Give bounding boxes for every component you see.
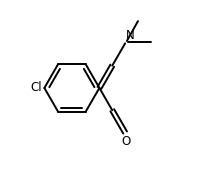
Text: Cl: Cl xyxy=(31,81,42,94)
Text: N: N xyxy=(126,29,135,42)
Text: O: O xyxy=(121,135,131,148)
